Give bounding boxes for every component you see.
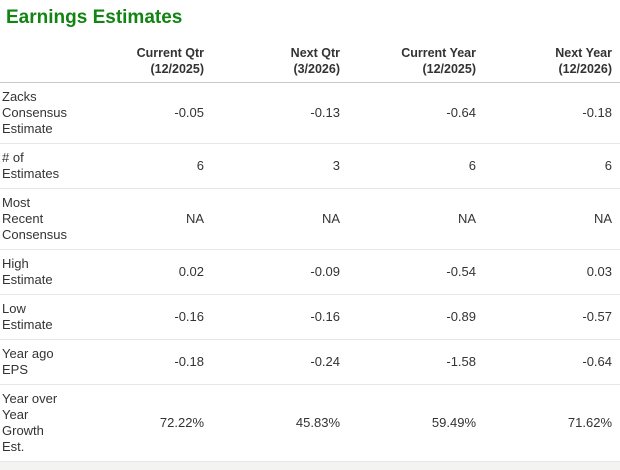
cell-value: 0.02: [76, 249, 212, 295]
corner-header: [0, 37, 76, 83]
col-header-current-year: Current Year (12/2025): [348, 37, 484, 83]
cell-value: 6: [348, 143, 484, 189]
col-header-current-qtr: Current Qtr (12/2025): [76, 37, 212, 83]
cell-value: -0.24: [212, 339, 348, 385]
cell-value: -0.18: [76, 339, 212, 385]
row-label: Most Recent Consensus: [0, 188, 76, 250]
row-label: Zacks Consensus Estimate: [0, 82, 76, 144]
header-row: Current Qtr (12/2025) Next Qtr (3/2026) …: [0, 37, 620, 83]
page-background-strip: [0, 462, 620, 470]
row-label: # of Estimates: [0, 143, 76, 189]
row-low-estimate: Low Estimate -0.16 -0.16 -0.89 -0.57: [0, 294, 620, 340]
row-zacks-consensus-estimate: Zacks Consensus Estimate -0.05 -0.13 -0.…: [0, 82, 620, 144]
row-year-ago-eps: Year ago EPS -0.18 -0.24 -1.58 -0.64: [0, 339, 620, 385]
cell-value: NA: [484, 188, 620, 250]
cell-value: -0.05: [76, 82, 212, 144]
cell-value: -0.54: [348, 249, 484, 295]
cell-value: NA: [212, 188, 348, 250]
cell-value: 6: [484, 143, 620, 189]
row-label: Year ago EPS: [0, 339, 76, 385]
earnings-estimates-table: Current Qtr (12/2025) Next Qtr (3/2026) …: [0, 37, 620, 462]
cell-value: -0.18: [484, 82, 620, 144]
row-label: Low Estimate: [0, 294, 76, 340]
cell-value: 0.03: [484, 249, 620, 295]
row-label: High Estimate: [0, 249, 76, 295]
cell-value: 71.62%: [484, 384, 620, 462]
cell-value: -0.57: [484, 294, 620, 340]
cell-value: -0.16: [212, 294, 348, 340]
row-most-recent-consensus: Most Recent Consensus NA NA NA NA: [0, 188, 620, 250]
cell-value: -0.13: [212, 82, 348, 144]
cell-value: -0.16: [76, 294, 212, 340]
cell-value: 6: [76, 143, 212, 189]
col-header-next-year: Next Year (12/2026): [484, 37, 620, 83]
col-header-next-qtr: Next Qtr (3/2026): [212, 37, 348, 83]
cell-value: 59.49%: [348, 384, 484, 462]
cell-value: -1.58: [348, 339, 484, 385]
row-number-of-estimates: # of Estimates 6 3 6 6: [0, 143, 620, 189]
row-year-over-year-growth-est: Year over Year Growth Est. 72.22% 45.83%…: [0, 384, 620, 462]
cell-value: 72.22%: [76, 384, 212, 462]
earnings-estimates-section: Earnings Estimates Current Qtr (12/2025)…: [0, 7, 620, 470]
cell-value: NA: [76, 188, 212, 250]
cell-value: 3: [212, 143, 348, 189]
cell-value: -0.64: [484, 339, 620, 385]
page-title: Earnings Estimates: [6, 7, 183, 28]
cell-value: NA: [348, 188, 484, 250]
cell-value: -0.64: [348, 82, 484, 144]
cell-value: 45.83%: [212, 384, 348, 462]
row-label: Year over Year Growth Est.: [0, 384, 76, 462]
row-high-estimate: High Estimate 0.02 -0.09 -0.54 0.03: [0, 249, 620, 295]
cell-value: -0.09: [212, 249, 348, 295]
cell-value: -0.89: [348, 294, 484, 340]
